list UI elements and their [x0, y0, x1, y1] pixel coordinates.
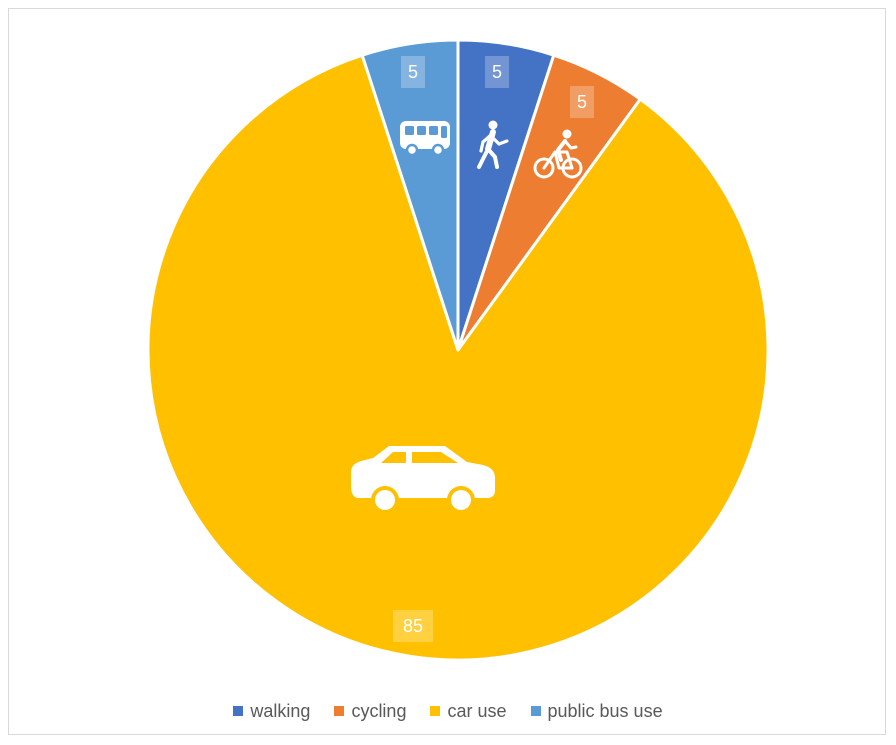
data-labels: 5 5 85 5 [393, 56, 594, 642]
legend-item-walking: walking [233, 701, 310, 722]
data-label-background [570, 86, 594, 118]
pie-slices [146, 38, 770, 662]
legend: walking cycling car use public bus use [0, 700, 896, 722]
data-label-cycling: 5 [570, 86, 594, 118]
data-label-background [401, 56, 425, 88]
legend-item-cycling: cycling [334, 701, 406, 722]
data-label-background [485, 56, 509, 88]
walking-person-icon [477, 120, 509, 169]
data-label-background [393, 610, 433, 642]
legend-swatch [334, 706, 345, 716]
legend-item-car-use: car use [430, 700, 507, 722]
data-label-value: 5 [408, 62, 418, 82]
data-label-walking: 5 [485, 56, 509, 88]
legend-swatch [233, 706, 244, 716]
legend-label: walking [250, 700, 311, 721]
pie-slice-car-use [146, 53, 770, 662]
bus-icon [400, 121, 450, 157]
legend-label: public bus use [547, 700, 663, 721]
legend-item-public-bus-use: public bus use [530, 700, 663, 722]
data-label-value: 5 [577, 92, 587, 112]
data-label-value: 85 [403, 616, 423, 636]
data-label-car-use: 85 [393, 610, 433, 642]
cyclist-icon [533, 129, 583, 179]
legend-label: car use [447, 700, 507, 721]
data-label-public-bus-use: 5 [401, 56, 425, 88]
legend-swatch [530, 706, 541, 716]
car-icon [351, 446, 495, 514]
legend-swatch [430, 706, 441, 716]
data-label-value: 5 [492, 62, 502, 82]
pie-slice-public-bus-use [360, 38, 460, 352]
legend-label: cycling [351, 700, 407, 721]
slice-icons [351, 120, 583, 514]
